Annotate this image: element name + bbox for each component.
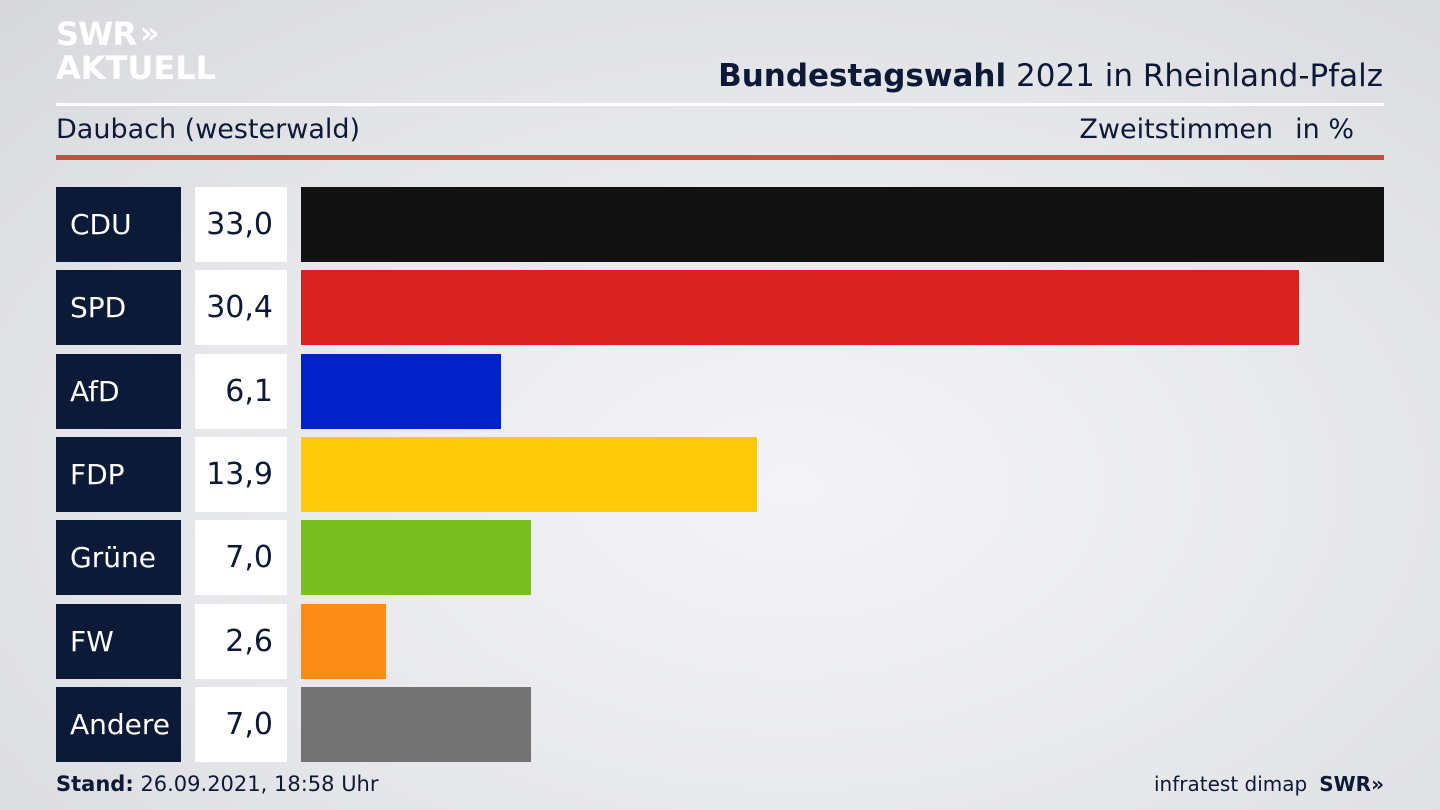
chart-row: AfD 6,1: [56, 354, 1384, 429]
data-label: 7,0: [195, 687, 287, 762]
chart-row: SPD 30,4: [56, 270, 1384, 345]
bar: [301, 270, 1299, 345]
bar: [301, 604, 386, 679]
bar: [301, 520, 531, 595]
page-title: Bundestagswahl 2021 in Rheinland-Pfalz: [718, 58, 1383, 94]
timestamp: Stand: 26.09.2021, 18:58 Uhr: [56, 772, 379, 796]
category-label: AfD: [56, 354, 181, 429]
category-label: Grüne: [56, 520, 181, 595]
measure-name: Zweitstimmen: [1079, 114, 1274, 145]
logo-chevrons-icon: »: [139, 16, 160, 51]
data-label: 6,1: [195, 354, 287, 429]
source-name: infratest dimap: [1154, 772, 1308, 796]
swr-brand-logo: SWR»: [1319, 772, 1384, 796]
chart-row: CDU 33,0: [56, 187, 1384, 262]
chart-row: Andere 7,0: [56, 687, 1384, 762]
category-label: CDU: [56, 187, 181, 262]
chart-row: Grüne 7,0: [56, 520, 1384, 595]
data-label: 7,0: [195, 520, 287, 595]
logo-aktuell-text: AKTUELL: [56, 49, 217, 87]
stand-label: Stand:: [56, 772, 134, 796]
title-bold: Bundestagswahl: [718, 58, 1007, 94]
header-divider: [56, 103, 1384, 106]
bar: [301, 437, 757, 512]
data-label: 33,0: [195, 187, 287, 262]
category-label: FW: [56, 604, 181, 679]
chart-row: FW 2,6: [56, 604, 1384, 679]
data-label: 30,4: [195, 270, 287, 345]
category-label: SPD: [56, 270, 181, 345]
data-label: 13,9: [195, 437, 287, 512]
bar: [301, 687, 531, 762]
chart-row: FDP 13,9: [56, 437, 1384, 512]
source-credit: infratest dimap SWR»: [1154, 772, 1384, 796]
bar: [301, 354, 501, 429]
category-label: Andere: [56, 687, 181, 762]
bar: [301, 187, 1384, 262]
swr-aktuell-logo: SWR» AKTUELL: [56, 18, 216, 84]
logo-swr-text: SWR: [56, 15, 137, 53]
measure-label: Zweitstimmen in %: [1079, 114, 1354, 145]
accent-divider: [56, 155, 1384, 160]
category-label: FDP: [56, 437, 181, 512]
title-rest: 2021 in Rheinland-Pfalz: [1016, 58, 1383, 94]
region-name: Daubach (westerwald): [56, 114, 361, 145]
stand-value: 26.09.2021, 18:58 Uhr: [140, 772, 379, 796]
measure-unit: in %: [1295, 114, 1354, 145]
data-label: 2,6: [195, 604, 287, 679]
